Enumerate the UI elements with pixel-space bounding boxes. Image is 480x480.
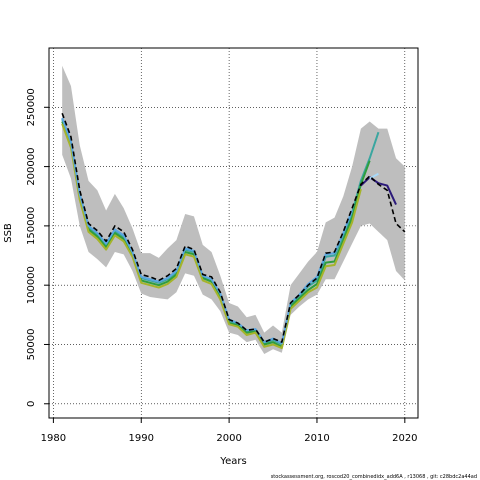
series-line-terminal [61, 112, 406, 343]
footer-note: stockassessment.org, roscod20_combinedid… [271, 474, 477, 480]
x-tick-label: 1980 [41, 433, 66, 444]
series-lines [61, 112, 406, 350]
y-tick-label: 50000 [26, 329, 37, 361]
x-tick-label: 2020 [392, 433, 417, 444]
series-line-peel_olive [61, 123, 362, 350]
x-axis: 1980 1990 2000 2010 2020 [41, 417, 418, 444]
x-tick-label: 2000 [216, 433, 241, 444]
series-line-peel_green [61, 121, 371, 348]
y-tick-label: 200000 [26, 147, 37, 185]
series-line-peel_lightblue [369, 172, 379, 180]
x-tick-label: 2010 [304, 433, 329, 444]
y-tick-label: 0 [26, 401, 37, 407]
x-axis-title: Years [219, 456, 246, 467]
y-tick-label: 150000 [26, 207, 37, 245]
y-tick-label: 250000 [26, 88, 37, 126]
series-line-peel_purple [360, 176, 397, 205]
x-tick-label: 1990 [129, 433, 154, 444]
y-tick-label: 100000 [26, 266, 37, 304]
y-axis: 0 50000 100000 150000 200000 250000 [26, 88, 50, 407]
y-axis-title: SSB [3, 223, 14, 243]
